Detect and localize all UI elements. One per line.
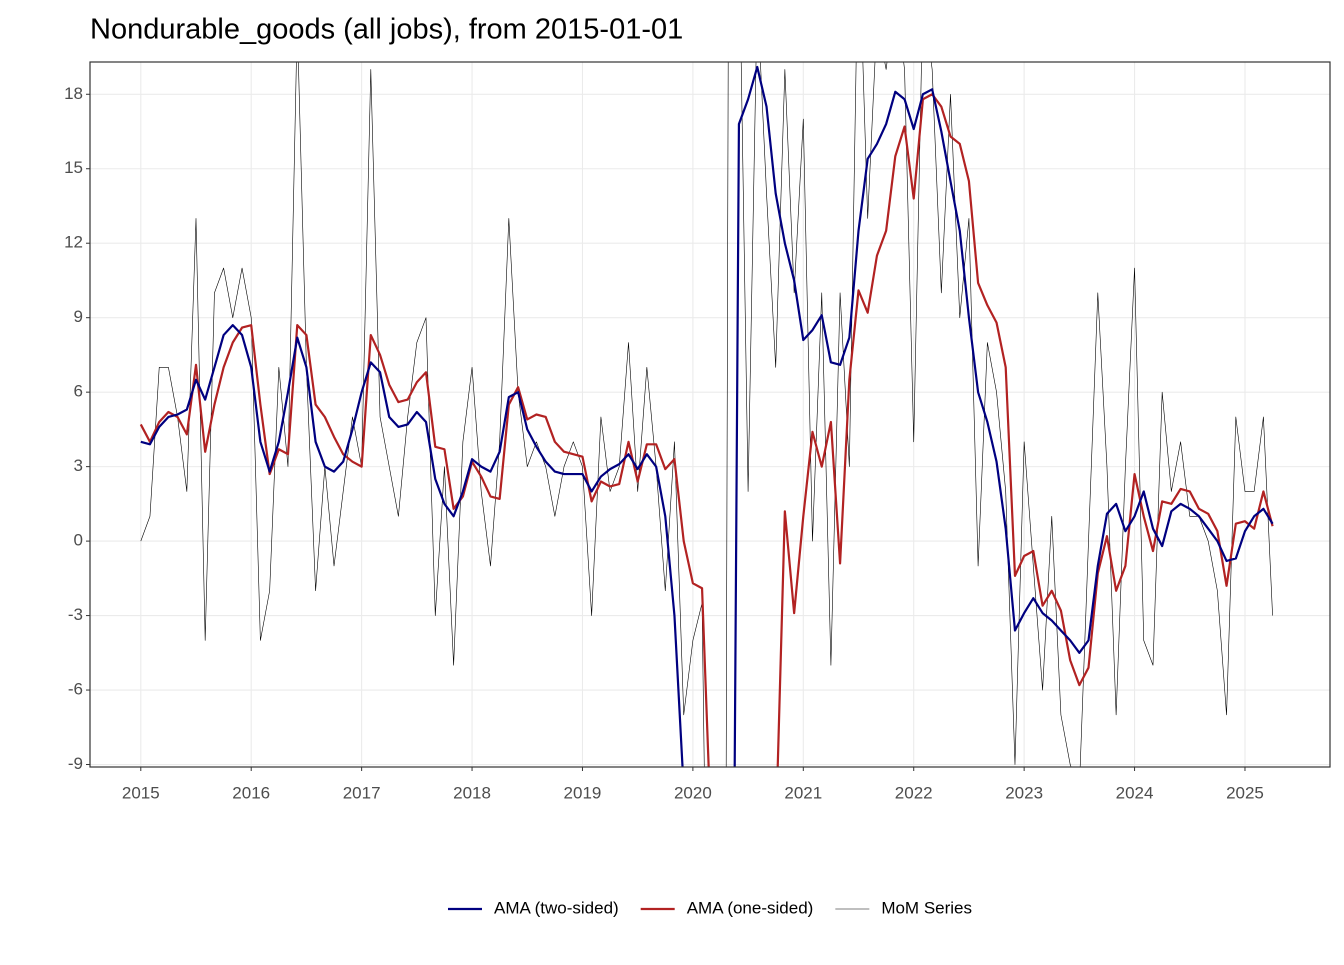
legend-item: AMA (one-sided) bbox=[640, 898, 814, 917]
y-tick-label: 15 bbox=[64, 158, 83, 177]
series-line bbox=[140, 62, 1273, 767]
x-tick-label: 2022 bbox=[895, 783, 933, 802]
series-line bbox=[139, 93, 1274, 767]
x-tick-label: 2025 bbox=[1226, 783, 1264, 802]
y-tick-label: 9 bbox=[74, 307, 83, 326]
panel-border bbox=[89, 61, 1331, 768]
x-tick-label: 2017 bbox=[343, 783, 381, 802]
legend-label: MoM Series bbox=[881, 898, 972, 917]
y-tick-label: -9 bbox=[68, 754, 83, 773]
x-tick-label: 2023 bbox=[1005, 783, 1043, 802]
x-tick-label: 2016 bbox=[232, 783, 270, 802]
grid bbox=[90, 62, 1330, 767]
y-tick-label: 0 bbox=[74, 531, 83, 550]
legend: AMA (two-sided) AMA (one-sided) MoM Series bbox=[447, 898, 972, 917]
y-tick-label: 18 bbox=[64, 84, 83, 103]
x-tick-label: 2024 bbox=[1116, 783, 1154, 802]
y-tick-label: -6 bbox=[68, 680, 83, 699]
y-tick-label: 12 bbox=[64, 233, 83, 252]
y-tick-label: 3 bbox=[74, 456, 83, 475]
axes: -9 -6 -3 0 3 6 9 12 15 18 2015 2016 2017 2018 2019 2020… bbox=[64, 84, 1264, 803]
legend-label: AMA (two-sided) bbox=[494, 898, 619, 917]
x-tick-label: 2015 bbox=[122, 783, 160, 802]
plot-lines bbox=[139, 62, 1274, 767]
legend-item: AMA (two-sided) bbox=[447, 898, 619, 917]
legend-item: MoM Series bbox=[835, 898, 972, 917]
x-tick-label: 2019 bbox=[564, 783, 602, 802]
x-tick-label: 2018 bbox=[453, 783, 491, 802]
x-tick-label: 2021 bbox=[784, 783, 822, 802]
y-tick-label: 6 bbox=[74, 382, 83, 401]
legend-label: AMA (one-sided) bbox=[687, 898, 814, 917]
x-tick-label: 2020 bbox=[674, 783, 712, 802]
chart-title: Nondurable_goods (all jobs), from 2015-0… bbox=[90, 14, 683, 46]
series-line bbox=[140, 65, 1274, 767]
y-tick-label: -3 bbox=[68, 605, 83, 624]
